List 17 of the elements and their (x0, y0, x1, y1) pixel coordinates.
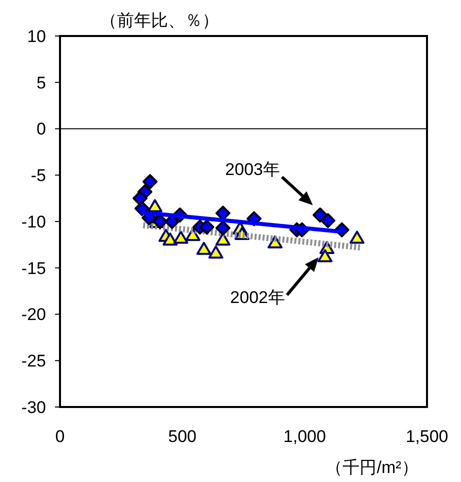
annotation: 2003年 (225, 160, 280, 179)
y-tick-label: -20 (21, 305, 46, 324)
x-tick-label: 0 (55, 427, 65, 446)
y-tick-label: -15 (21, 258, 46, 278)
y-tick-label: -5 (30, 166, 46, 186)
x-tick-label: 1,500 (406, 427, 448, 446)
annotation: 2002年 (230, 288, 285, 307)
x-tick-label: 500 (168, 427, 197, 446)
y-tick-label: -10 (21, 212, 46, 232)
x-tick-label: 1,000 (283, 427, 326, 446)
y-tick-label: 0 (36, 120, 46, 139)
y-tick-label: -25 (21, 352, 46, 371)
y-tick-label: -30 (21, 398, 46, 417)
y-tick-label: 10 (27, 26, 46, 46)
y-axis-title: （前年比、％） (100, 11, 219, 30)
y-tick-label: 5 (36, 73, 46, 92)
x-axis-title: （千円/m²） (326, 458, 418, 477)
